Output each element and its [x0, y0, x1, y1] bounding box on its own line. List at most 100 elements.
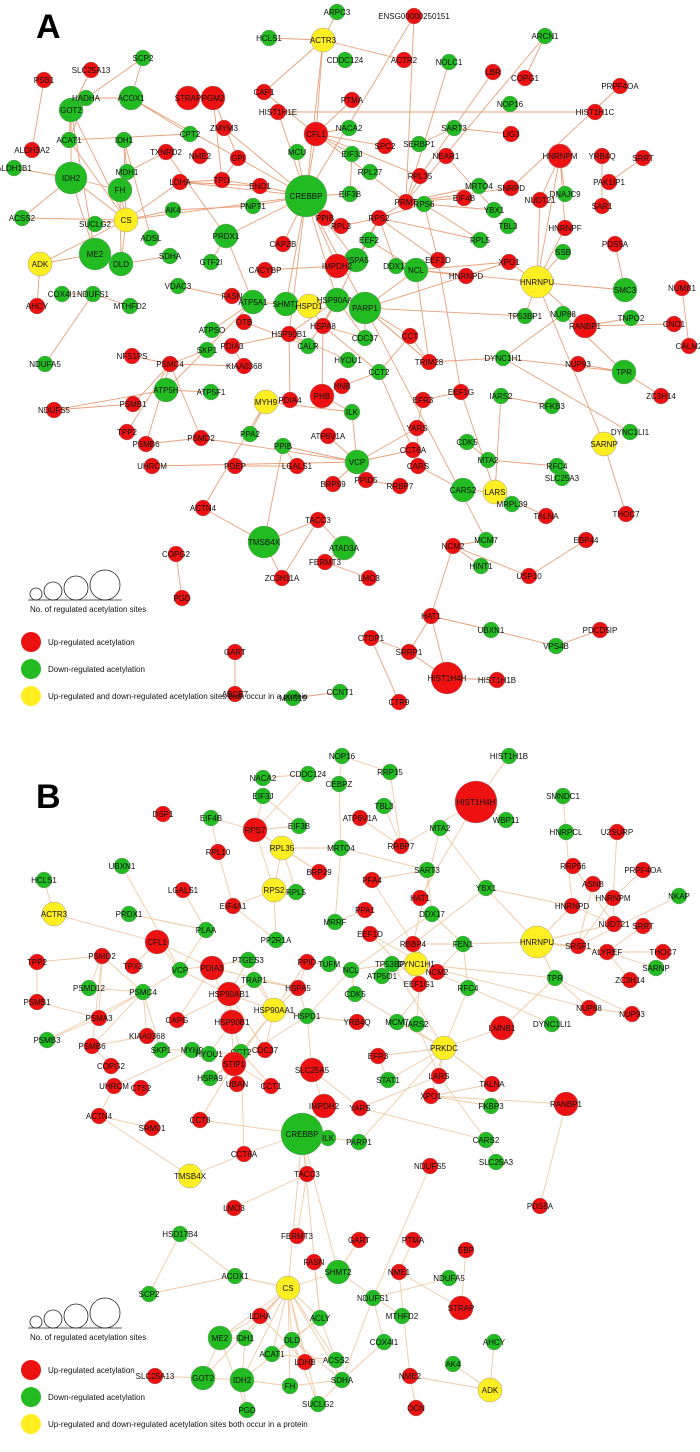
node-circle [392, 837, 410, 855]
node-label: SCP2 [133, 54, 154, 63]
node-circle [245, 971, 263, 989]
edge-psmd2-psma3 [98, 955, 103, 1019]
node-circle [299, 337, 317, 355]
edge-cs-idh2 [241, 1287, 289, 1381]
edge-ybx1-rbbp4 [412, 887, 487, 945]
node-circle [621, 423, 639, 441]
panel-b-edges [36, 755, 680, 1411]
node-circle [224, 897, 242, 915]
node-label: LARS [485, 488, 506, 497]
node-label: HSPA9 [197, 1074, 223, 1083]
node-circle [202, 253, 220, 271]
node-suclg2: SUCLG2 [79, 215, 112, 233]
edge-hsp90b1-pdia3 [231, 333, 290, 347]
node-circle [634, 917, 652, 935]
node-ldhb: LDHB [294, 1353, 316, 1371]
node-dnajc9: DNAJC9 [549, 185, 581, 203]
node-label: SLC25A13 [136, 1372, 175, 1381]
node-impdh2: IMPDH2 [322, 253, 353, 279]
node-crebbp: CREBBP [284, 174, 328, 218]
node-label: EBP [458, 1246, 474, 1255]
edge-rps6-rpl5 [423, 203, 481, 241]
node-label: SCP2 [139, 1290, 160, 1299]
node-nup88: NUP88 [550, 305, 576, 323]
node-pdia3: PDIA3 [220, 337, 244, 355]
edge-psmd2-psmc4 [101, 955, 144, 993]
node-label: EIF3J [253, 792, 274, 801]
node-label: GOT2 [192, 1374, 214, 1383]
node-circle [144, 929, 170, 955]
node-circle [557, 823, 575, 841]
node-label: FEN1 [453, 940, 474, 949]
edge-actr3-actr2 [322, 39, 405, 61]
node-circle [296, 1353, 314, 1371]
node-label: ACAT1 [259, 1350, 285, 1359]
edge-rps2-rpl5 [378, 217, 481, 241]
node-circle [154, 805, 172, 823]
node-label: CTR9 [389, 698, 410, 707]
node-psmc4: PSMC4 [129, 983, 157, 1001]
node-label: FASN [304, 1258, 325, 1267]
node-circle [477, 1377, 503, 1403]
edge-dync1h1-tpr [502, 357, 625, 373]
node-circle [221, 1051, 247, 1077]
node-srrt: SRRT [632, 917, 654, 935]
node-circle [36, 355, 54, 373]
panel-a-legend-swatch-up [21, 632, 41, 652]
node-circle [553, 469, 571, 487]
node-circle [320, 955, 338, 973]
node-circle [404, 1231, 422, 1249]
node-circle [343, 91, 361, 109]
node-circle [38, 1031, 56, 1049]
edge-atp5h-ndufs5 [53, 389, 167, 411]
node-circle [213, 223, 239, 249]
node-circle [269, 103, 287, 121]
node-label: SMC3 [614, 286, 637, 295]
node-circle [344, 449, 370, 475]
node-iars2: IARS2 [489, 387, 513, 405]
node-label: CDK5 [344, 990, 366, 999]
edge-yars-cars2 [359, 1107, 487, 1141]
node-label: SKP1 [197, 346, 218, 355]
node-circle [361, 925, 379, 943]
node-sar1: SAR1 [592, 197, 613, 215]
node-label: LDHA [249, 1312, 271, 1321]
node-label: IDH2 [233, 1376, 252, 1385]
node-label: FERMT3 [309, 558, 342, 567]
node-mrpl39: MRPL39 [496, 495, 528, 513]
node-label: ACTN4 [86, 1112, 113, 1121]
node-hnrnpu: HNRNPU [520, 265, 554, 299]
node-fkbp3: FKBP3 [478, 1097, 504, 1115]
node-ncm2: NCM2 [426, 963, 449, 981]
node-label: RPL27 [358, 168, 383, 177]
node-label: ATP6V1A [343, 814, 378, 823]
node-label: UHRCM [99, 1082, 129, 1091]
node-label: YRB4Q [588, 152, 615, 161]
node-label: RPL10 [206, 848, 231, 857]
node-spc2: SPC2 [375, 137, 396, 155]
panel-b-legend-label-up: Up-regulated acetylation [48, 1366, 135, 1375]
node-prkdc: PRKDC [430, 1035, 458, 1061]
node-atp6v1a: ATP6V1A [343, 809, 378, 827]
node-cct6a: CCT6A [400, 441, 427, 459]
node-label: NOLC1 [436, 58, 463, 67]
node-circle [124, 395, 142, 413]
node-dync1h1: DYNC1H1 [397, 951, 435, 977]
edge-lars-yars [359, 1075, 440, 1109]
node-label: PSMB6 [132, 440, 160, 449]
node-tbl3: TBL3 [498, 217, 518, 235]
node-ranbp1: RANBP1 [569, 313, 602, 339]
edge-zc3h11a-tacc3 [281, 519, 319, 579]
edge-nop16-rrp15 [341, 755, 391, 773]
edge-atp6v1a-rrbp7 [359, 817, 402, 847]
node-circle [251, 177, 269, 195]
node-cct: CCT [402, 327, 418, 345]
node-label: COPG1 [511, 74, 540, 83]
node-label: TPR [547, 974, 563, 983]
edge-actr3-cfl1 [53, 913, 158, 943]
edge-ncl-trim28 [415, 269, 430, 363]
node-mms19: MMS19 [279, 689, 307, 707]
node-hspa5: HSPA5 [285, 979, 311, 997]
node-rpl3: RPL3 [331, 217, 352, 235]
